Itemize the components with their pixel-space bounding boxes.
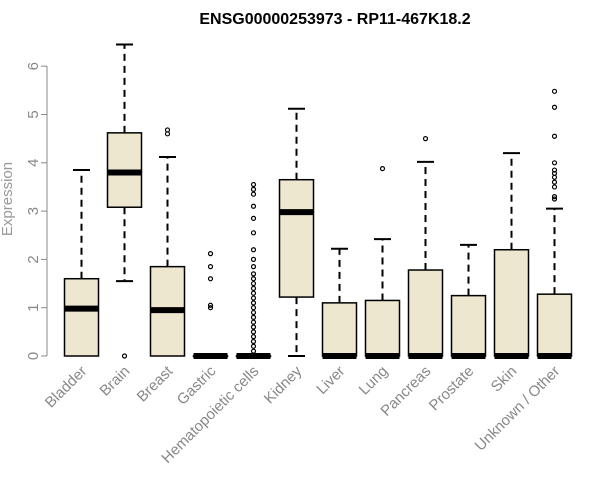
outlier-point: [250, 256, 257, 262]
outlier-point: [250, 324, 257, 330]
outlier-point: [250, 300, 257, 306]
outlier-point: [551, 167, 558, 173]
outlier-point: [250, 215, 257, 221]
outlier-point: [551, 179, 558, 185]
box-rect: [407, 269, 444, 357]
box-rect: [493, 248, 530, 357]
outlier-point: [250, 247, 257, 253]
outlier-point: [250, 338, 257, 345]
outlier-point: [250, 348, 257, 354]
outlier-point: [207, 305, 214, 311]
x-tick-label: Prostate: [426, 363, 478, 415]
box-brain: [106, 43, 143, 359]
box-liver: [321, 247, 358, 359]
outlier-point: [250, 191, 257, 197]
x-tick-label: Kidney: [261, 362, 306, 407]
y-tick-label: 6: [25, 62, 42, 70]
box-rect: [364, 299, 401, 357]
outlier-point: [250, 295, 257, 301]
box-hematopoietic-cells: [235, 181, 272, 359]
box-rect: [278, 178, 315, 298]
y-axis-label: Expression: [0, 162, 16, 236]
y-tick-label: 4: [25, 159, 42, 167]
x-tick-label: Breast: [134, 362, 177, 405]
outlier-point: [379, 165, 386, 172]
y-tick-label: 3: [25, 207, 42, 215]
outlier-point: [250, 309, 257, 316]
outlier-point: [551, 194, 558, 200]
outlier-point: [551, 104, 558, 110]
outlier-point: [250, 276, 257, 282]
outlier-point: [250, 280, 257, 287]
outlier-point: [250, 319, 257, 325]
outlier-point: [207, 302, 214, 308]
outlier-point: [551, 184, 558, 190]
outlier-point: [250, 290, 257, 296]
box-unknown-other: [536, 88, 573, 359]
outlier-point: [250, 334, 257, 340]
outlier-point: [250, 314, 257, 320]
box-lung: [364, 165, 401, 359]
outlier-point: [551, 170, 558, 177]
outlier-point: [164, 127, 171, 133]
outlier-point: [250, 264, 257, 270]
box-rect: [63, 277, 100, 357]
box-bladder: [63, 169, 100, 357]
box-gastric: [192, 251, 229, 359]
outlier-point: [551, 88, 558, 94]
box-skin: [493, 152, 530, 359]
outlier-point: [551, 196, 558, 202]
outlier-point: [250, 305, 257, 311]
x-tick-label: Bladder: [42, 363, 91, 412]
box-rect: [536, 293, 573, 357]
box-breast: [149, 127, 186, 357]
outlier-point: [551, 160, 558, 166]
outlier-point: [250, 186, 257, 192]
box-rect: [450, 294, 487, 357]
outlier-point: [250, 203, 257, 209]
box-rect: [321, 302, 358, 357]
y-tick-label: 0: [25, 352, 42, 360]
outlier-point: [121, 353, 128, 359]
chart-title: ENSG00000253973 - RP11-467K18.2: [199, 11, 470, 28]
outlier-point: [207, 276, 214, 282]
outlier-point: [250, 271, 257, 277]
y-tick-label: 5: [25, 110, 42, 118]
outlier-point: [551, 133, 558, 139]
outlier-point: [250, 181, 257, 188]
outlier-point: [422, 136, 429, 142]
y-tick-label: 1: [25, 304, 42, 312]
outlier-point: [207, 251, 214, 257]
outlier-point: [250, 285, 257, 291]
y-tick-label: 2: [25, 255, 42, 263]
box-pancreas: [407, 136, 444, 359]
outlier-point: [250, 329, 257, 335]
boxes-group: [63, 43, 573, 359]
x-tick-label: Lung: [356, 363, 392, 399]
outlier-point: [250, 230, 257, 236]
y-axis: 0 1 2 3 4 5 6: [25, 62, 48, 360]
outlier-point: [207, 264, 214, 270]
outlier-point: [250, 343, 257, 349]
x-tick-label: Brain: [97, 363, 134, 400]
x-tick-label: Liver: [313, 363, 348, 398]
box-prostate: [450, 243, 487, 359]
x-tick-label: Skin: [488, 363, 521, 396]
box-kidney: [278, 107, 315, 357]
